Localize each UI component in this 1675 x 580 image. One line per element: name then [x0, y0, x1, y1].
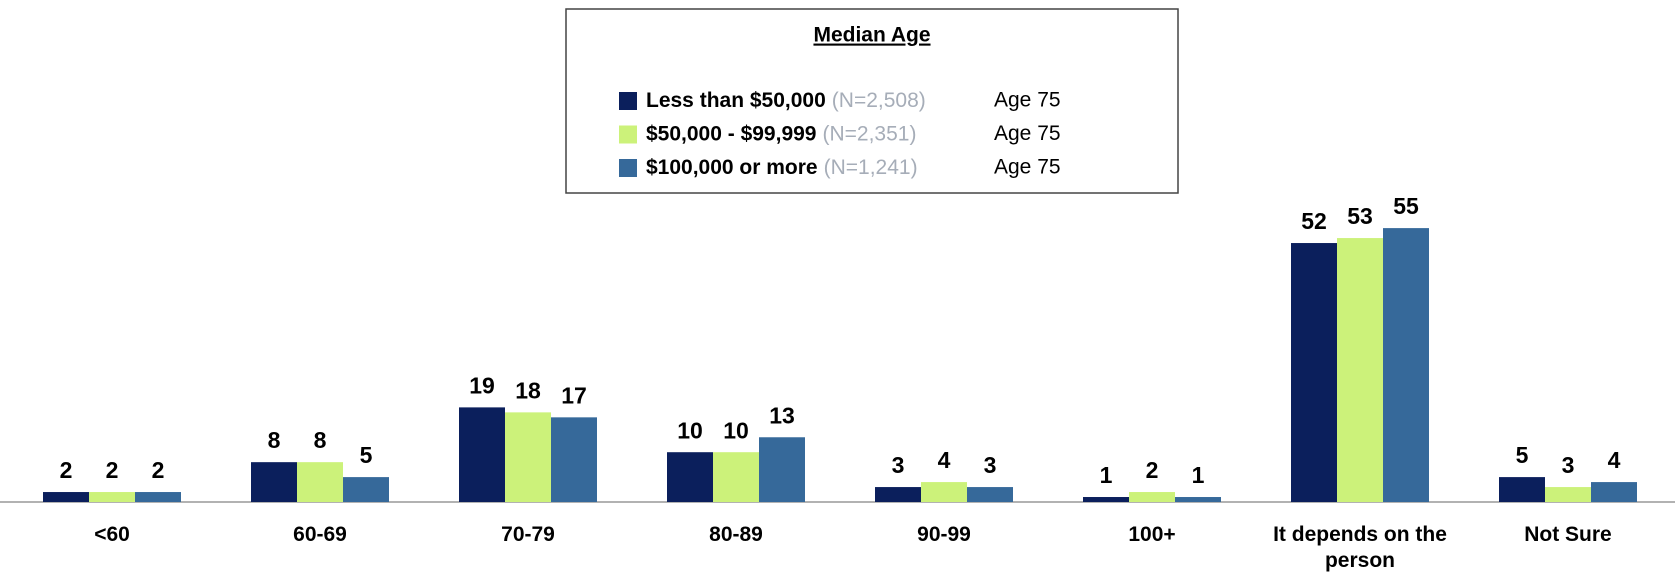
x-tick-label: <60 [94, 523, 130, 546]
legend-swatch [619, 159, 637, 177]
bar [297, 462, 343, 502]
data-label: 2 [60, 457, 73, 483]
data-label: 13 [769, 402, 795, 428]
legend-label: $100,000 or more [646, 156, 818, 179]
bar [43, 492, 89, 502]
legend-entry: Less than $50,000 (N=2,508) [646, 89, 926, 112]
legend-median: Age 75 [994, 156, 1061, 179]
bar [505, 412, 551, 502]
data-label: 1 [1100, 462, 1113, 488]
bar [667, 452, 713, 502]
data-label: 2 [106, 457, 119, 483]
legend-n: (N=2,351) [822, 122, 916, 145]
bar [459, 407, 505, 502]
data-label: 19 [469, 372, 495, 398]
bar [89, 492, 135, 502]
data-label: 10 [677, 417, 703, 443]
data-label: 8 [268, 427, 281, 453]
x-tick-label: 80-89 [709, 523, 763, 546]
data-label: 55 [1393, 193, 1419, 219]
bar [1591, 482, 1637, 502]
legend-n: (N=1,241) [824, 156, 918, 179]
x-tick-label: Not Sure [1524, 523, 1612, 546]
legend-swatch [619, 92, 637, 110]
bar [135, 492, 181, 502]
legend-n: (N=2,508) [832, 89, 926, 112]
bar [1175, 497, 1221, 502]
bar [1291, 243, 1337, 503]
data-label: 1 [1192, 462, 1205, 488]
data-label: 53 [1347, 203, 1373, 229]
data-label: 2 [1146, 457, 1159, 483]
x-tick-label: 60-69 [293, 523, 347, 546]
bar [343, 477, 389, 502]
bar [1337, 238, 1383, 502]
bar [875, 487, 921, 502]
data-label: 5 [360, 442, 373, 468]
legend-entry: $100,000 or more (N=1,241) [646, 156, 918, 179]
bar [1129, 492, 1175, 502]
bar [551, 417, 597, 502]
legend-swatch [619, 125, 637, 144]
x-tick-label: 90-99 [917, 523, 971, 546]
data-label: 2 [152, 457, 165, 483]
data-label: 4 [1608, 447, 1621, 473]
legend-label: $50,000 - $99,999 [646, 122, 816, 145]
data-label: 10 [723, 417, 749, 443]
legend-box [565, 8, 1179, 194]
bar [759, 437, 805, 502]
legend-median: Age 75 [994, 89, 1061, 112]
bar [1545, 487, 1591, 502]
data-label: 3 [984, 452, 997, 478]
legend-entry: $50,000 - $99,999 (N=2,351) [646, 122, 916, 145]
bar [921, 482, 967, 502]
data-label: 3 [892, 452, 905, 478]
data-label: 52 [1301, 208, 1327, 234]
data-label: 4 [938, 447, 951, 473]
legend-median: Age 75 [994, 122, 1061, 145]
x-tick-label: 70-79 [501, 523, 555, 546]
data-label: 8 [314, 427, 327, 453]
bar [1499, 477, 1545, 502]
x-tick-label: 100+ [1128, 523, 1176, 546]
bar [251, 462, 297, 502]
data-label: 17 [561, 382, 587, 408]
bar [713, 452, 759, 502]
legend-title: Median Age [813, 24, 930, 47]
legend-label: Less than $50,000 [646, 89, 826, 112]
bar [967, 487, 1013, 502]
bar [1083, 497, 1129, 502]
x-tick-label: It depends on the person [1273, 523, 1447, 572]
data-label: 3 [1562, 452, 1575, 478]
data-label: 5 [1516, 442, 1529, 468]
data-label: 18 [515, 377, 541, 403]
bar [1383, 228, 1429, 502]
